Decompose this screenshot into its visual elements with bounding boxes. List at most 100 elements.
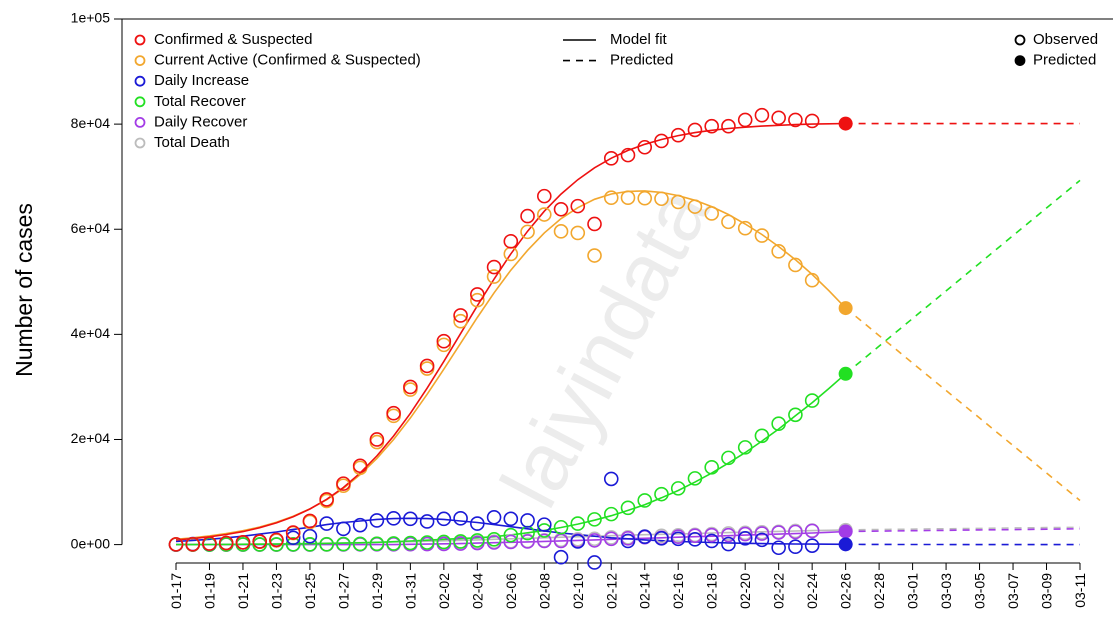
legend-symbol: [1014, 55, 1026, 66]
legend-label: Observed: [1033, 31, 1098, 48]
x-tick-label: 02-18: [704, 573, 720, 609]
observed-point: [386, 511, 401, 526]
observed-point: [369, 432, 385, 447]
observed-point: [637, 139, 653, 155]
observed-point: [737, 440, 753, 455]
legend-label: Total Recover: [154, 93, 246, 110]
observed-point: [771, 416, 786, 432]
observed-point: [687, 528, 703, 543]
x-tick-label: 01-19: [201, 573, 217, 609]
predicted-point: [838, 301, 853, 316]
legend-symbol: [134, 137, 146, 149]
x-tick-label: 01-25: [302, 573, 318, 609]
observed-point: [721, 527, 736, 543]
observed-point: [536, 188, 552, 204]
observed-point: [486, 269, 502, 284]
observed-point: [704, 118, 720, 134]
observed-point: [721, 536, 736, 552]
observed-point: [587, 512, 602, 527]
observed-point: [486, 259, 502, 275]
observed-point: [536, 533, 552, 549]
observed-point: [771, 540, 786, 556]
x-tick-label: 01-27: [335, 573, 351, 609]
observed-point: [235, 534, 251, 550]
observed-point: [252, 534, 268, 549]
observed-point: [687, 199, 703, 214]
observed-point: [788, 407, 803, 423]
observed-point: [754, 107, 770, 123]
observed-point: [218, 535, 234, 551]
observed-point: [570, 225, 586, 241]
observed-point: [536, 523, 552, 538]
observed-point: [386, 405, 401, 421]
x-tick-label: 03-01: [905, 573, 921, 609]
observed-point: [654, 486, 669, 502]
legend-symbol: [1014, 34, 1026, 46]
observed-point: [737, 530, 753, 546]
observed-point: [285, 525, 301, 540]
observed-point: [302, 513, 318, 529]
observed-point: [737, 220, 753, 236]
observed-point: [654, 530, 669, 546]
observed-point: [336, 521, 351, 537]
predicted-line: [845, 307, 1081, 502]
observed-point: [704, 533, 720, 549]
predicted-line: [845, 528, 1081, 533]
observed-point: [670, 194, 686, 210]
observed-point: [687, 532, 703, 547]
observed-point: [603, 190, 619, 206]
watermark: laiyindata: [484, 172, 727, 521]
x-tick-label: 02-20: [737, 573, 753, 609]
observed-point: [570, 198, 586, 214]
observed-point: [185, 536, 201, 552]
legend-symbol: [134, 96, 146, 108]
observed-point: [737, 526, 753, 542]
observed-point: [687, 471, 703, 486]
observed-point: [520, 208, 535, 224]
observed-point: [603, 506, 619, 522]
legend-label: Daily Recover: [154, 113, 247, 130]
observed-point: [788, 112, 803, 128]
observed-point: [453, 308, 468, 323]
observed-point: [620, 500, 636, 516]
x-tick-label: 02-14: [637, 573, 653, 609]
legend-symbol: [134, 75, 146, 87]
observed-point: [704, 460, 720, 475]
legend-label: Confirmed & Suspected: [154, 31, 312, 48]
observed-point: [804, 538, 820, 553]
y-tick-label: 4e+04: [71, 325, 111, 341]
observed-point: [336, 536, 351, 552]
observed-point: [788, 257, 803, 273]
observed-point: [771, 244, 786, 259]
observed-point: [453, 534, 468, 549]
observed-point: [603, 471, 619, 487]
x-tick-label: 01-29: [369, 573, 385, 609]
observed-point: [419, 514, 435, 529]
observed-point: [654, 191, 669, 207]
y-tick-label: 0e+00: [71, 535, 111, 551]
observed-point: [285, 530, 301, 546]
observed-point: [336, 476, 351, 491]
y-tick-label: 1e+05: [71, 10, 111, 26]
observed-point: [436, 333, 452, 349]
x-tick-label: 02-24: [804, 573, 820, 609]
observed-point: [570, 534, 586, 549]
observed-point: [637, 493, 653, 508]
observed-point: [587, 248, 602, 263]
observed-point: [754, 526, 770, 541]
observed-point: [603, 531, 619, 547]
observed-point: [637, 529, 653, 545]
observed-point: [553, 224, 569, 239]
observed-point: [319, 536, 334, 552]
observed-point: [553, 201, 569, 217]
observed-point: [352, 517, 368, 533]
observed-point: [536, 207, 552, 222]
observed-point: [269, 532, 284, 548]
observed-point: [536, 517, 552, 532]
observed-point: [470, 533, 485, 548]
y-tick-label: 2e+04: [71, 430, 111, 446]
observed-point: [369, 513, 385, 528]
legend-label: Daily Increase: [154, 72, 249, 89]
x-tick-label: 01-21: [235, 573, 251, 609]
